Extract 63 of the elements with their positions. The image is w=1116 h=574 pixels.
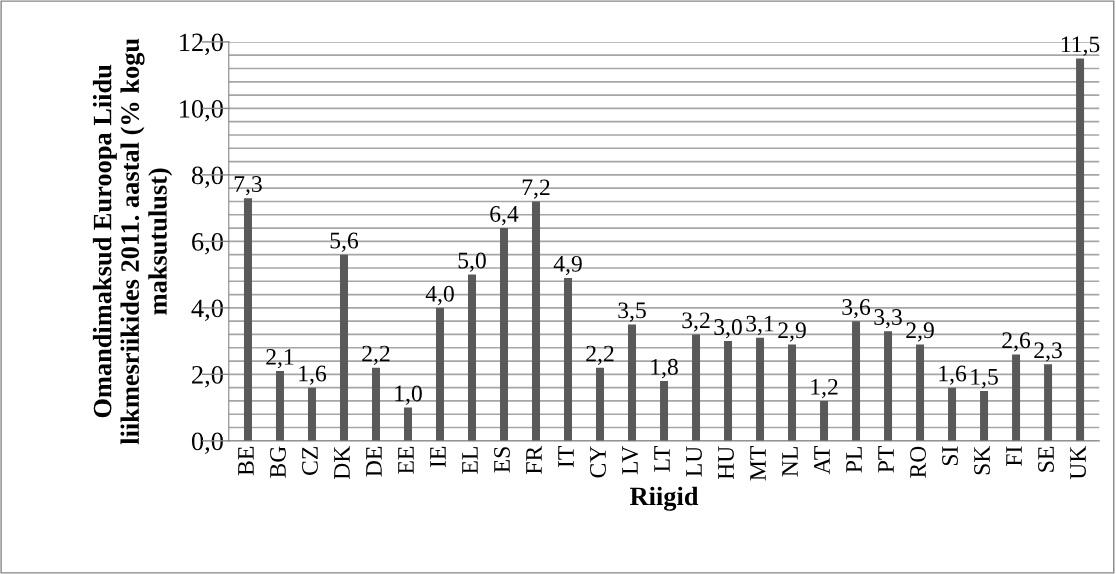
y-tick-label: 12,0 <box>180 33 223 56</box>
x-tick-label: HU <box>718 446 734 480</box>
y-tick-label: 4,0 <box>191 299 223 322</box>
x-tick-label: EE <box>398 446 414 474</box>
data-label: 7,3 <box>234 176 262 196</box>
y-axis-title: Omandimaksud Euroopa Liidu liikmesriikides 2011. aastal (% kogu maksutulust) <box>92 38 173 445</box>
x-tick-label: DE <box>366 446 382 477</box>
y-tick-label: 6,0 <box>192 232 223 255</box>
x-tick-label: MT <box>750 446 766 481</box>
x-tick-label: UK <box>1070 445 1086 480</box>
data-label: 7,2 <box>522 179 550 199</box>
data-label: 1,2 <box>811 378 838 399</box>
data-label: 1,0 <box>395 385 422 405</box>
data-label: 3,1 <box>746 315 774 335</box>
data-label: 3,6 <box>842 299 871 319</box>
data-label: 4,0 <box>425 285 454 306</box>
data-label: 1,6 <box>299 365 327 385</box>
y-tick-label: 0,0 <box>191 432 223 455</box>
x-tick-label: IE <box>430 446 446 468</box>
data-label: 5,6 <box>330 232 359 252</box>
x-tick-label: IT <box>558 446 574 468</box>
x-tick-label: LT <box>654 446 670 472</box>
x-tick-label: SK <box>974 445 990 475</box>
x-tick-label: DK <box>334 445 350 480</box>
x-tick-label: PL <box>846 447 862 473</box>
data-label: 11,5 <box>1061 36 1100 56</box>
data-label: 2,9 <box>906 322 934 342</box>
x-axis-title: Riigid <box>630 486 699 511</box>
data-label: 4,9 <box>553 255 582 276</box>
y-tick-label: 10,0 <box>180 100 223 122</box>
data-label: 3,5 <box>618 302 646 322</box>
data-label: 3,2 <box>682 312 710 332</box>
data-label: 1,5 <box>971 368 998 389</box>
data-label: 2,9 <box>778 322 806 342</box>
x-tick-label: PT <box>878 446 894 473</box>
x-tick-label: AT <box>814 446 830 475</box>
x-tick-label: RO <box>910 446 926 478</box>
x-tick-label: FR <box>526 445 542 474</box>
x-tick-label: BE <box>238 446 254 476</box>
x-tick-label: NL <box>782 447 798 477</box>
data-label: 1,6 <box>939 365 967 385</box>
y-tick-label: 8,0 <box>191 166 223 189</box>
x-tick-label: ES <box>494 447 510 473</box>
y-tick-label: 2,0 <box>192 365 223 388</box>
data-label: 2,2 <box>362 345 390 365</box>
x-tick-label: LU <box>686 446 702 477</box>
data-label: 3,0 <box>714 318 742 339</box>
data-label: 6,4 <box>490 206 519 226</box>
data-label: 5,0 <box>458 252 486 272</box>
x-tick-label: CY <box>590 446 606 478</box>
data-label: 2,2 <box>586 345 614 365</box>
x-tick-label: EL <box>462 447 478 474</box>
data-label: 2,1 <box>266 348 294 369</box>
x-tick-label: LV <box>622 445 639 475</box>
x-tick-label: BG <box>270 446 286 478</box>
data-label: 2,6 <box>1002 332 1031 352</box>
data-label: 1,8 <box>651 358 678 379</box>
data-label: 3,3 <box>874 309 902 329</box>
x-tick-label: FI <box>1006 446 1022 467</box>
x-tick-label: SE <box>1038 446 1054 472</box>
x-tick-label: SI <box>942 446 958 466</box>
x-tick-label: CZ <box>302 446 318 475</box>
data-label: 2,3 <box>1034 342 1062 362</box>
